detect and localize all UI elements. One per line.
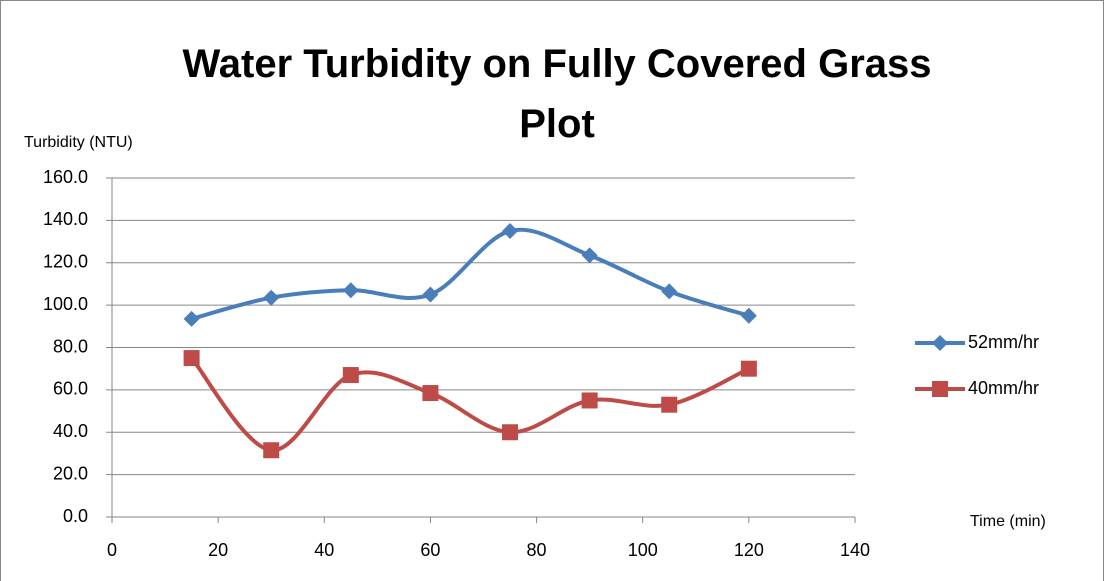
x-tick-label: 120 (734, 540, 764, 560)
y-tick-label: 140.0 (43, 209, 88, 229)
marker (581, 247, 598, 264)
x-tick-label: 40 (314, 540, 334, 560)
x-tick-label: 100 (628, 540, 658, 560)
legend-label: 40mm/hr (968, 378, 1039, 398)
marker (581, 392, 598, 409)
y-tick-label: 160.0 (43, 167, 88, 187)
y-axis-label: Turbidity (NTU) (24, 134, 133, 151)
marker (342, 367, 359, 384)
marker (183, 310, 200, 327)
series-line (191, 227, 750, 321)
x-axis-label: Time (min) (970, 513, 1046, 530)
marker (502, 222, 519, 239)
y-tick-label: 100.0 (43, 294, 88, 314)
x-tick-label: 0 (107, 540, 117, 560)
y-tick-label: 120.0 (43, 252, 88, 272)
marker (740, 360, 757, 377)
x-tick-label: 80 (527, 540, 547, 560)
marker (422, 385, 439, 402)
marker (263, 442, 280, 459)
legend-marker (932, 335, 948, 351)
marker (502, 424, 519, 441)
chart-title: Water Turbidity on Fully Covered Grass P… (182, 42, 932, 146)
legend-label: 52mm/hr (968, 332, 1039, 352)
marker (183, 350, 200, 367)
y-tick-label: 0.0 (63, 506, 88, 526)
y-tick-label: 60.0 (53, 379, 88, 399)
x-tick-label: 20 (208, 540, 228, 560)
x-tick-label: 60 (420, 540, 440, 560)
x-tick-label: 140 (840, 540, 870, 560)
marker (661, 283, 678, 300)
marker (342, 282, 359, 299)
y-tick-label: 40.0 (53, 421, 88, 441)
marker (422, 286, 439, 303)
marker (740, 307, 757, 324)
y-tick-label: 80.0 (53, 336, 88, 356)
y-tick-label: 20.0 (53, 463, 88, 483)
marker (263, 289, 280, 306)
legend-marker (932, 381, 948, 397)
marker (661, 396, 678, 413)
